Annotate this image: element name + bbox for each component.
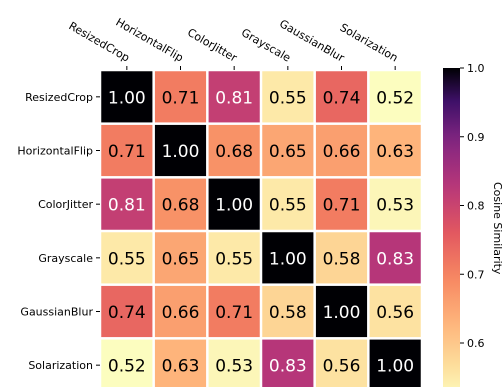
heatmap-cell-5-2 [208, 339, 260, 387]
heatmap-cell-1-0 [101, 124, 153, 177]
heatmap-cell-2-2 [208, 178, 260, 230]
row-label-1: HorizontalFlip [17, 145, 93, 158]
heatmap-cell-0-2 [208, 71, 260, 123]
cell-value-label-1-1: 1.00 [162, 142, 200, 162]
row-labels: ResizedCrop HorizontalFlip ColorJitter Gray… [17, 91, 100, 372]
heatmap-cell-0-1 [154, 71, 207, 123]
heatmap-cell-2-5 [369, 178, 421, 230]
cell-value-label-5-3: 0.83 [269, 357, 307, 377]
cell-value-label-5-5: 1.00 [376, 357, 414, 377]
row-label-3: Grayscale [38, 252, 93, 265]
heatmap-cell-4-0 [101, 285, 153, 338]
cell-value-label-4-4: 1.00 [323, 303, 361, 323]
cell-value-label-1-0: 0.71 [108, 142, 146, 162]
cell-value-label-4-5: 0.56 [376, 303, 414, 323]
heatmap-cell-3-0 [101, 232, 153, 284]
heatmap-cell-3-3 [262, 232, 314, 284]
heatmap-cell-2-3 [262, 178, 314, 230]
colorbar-label: Cosine Similarity [491, 182, 503, 275]
heatmap-cell-0-5 [369, 71, 421, 123]
col-label-5: Solarization [338, 21, 401, 65]
heatmap-cells: 1.00 0.71 0.81 0.55 0.74 0.52 0.71 1.00 0.68 0.65… [101, 71, 421, 387]
cell-value-label-2-0: 0.81 [108, 196, 146, 216]
cell-value-label-0-3: 0.55 [269, 88, 307, 108]
row-label-2: ColorJitter [38, 198, 93, 211]
heatmap-cell-4-3 [262, 285, 314, 338]
cell-value-label-5-2: 0.53 [215, 357, 253, 377]
cell-value-label-2-3: 0.55 [269, 196, 307, 216]
heatmap-cell-0-3 [262, 71, 314, 123]
heatmap-cell-5-3 [262, 339, 314, 387]
col-label-2: ColorJitter [185, 26, 239, 65]
heatmap-cell-2-1 [154, 178, 207, 230]
row-label-4: GaussianBlur [20, 306, 93, 319]
cell-value-label-0-1: 0.71 [162, 88, 200, 108]
colorbar-gradient [443, 68, 460, 387]
heatmap-cell-1-3 [262, 124, 314, 177]
colorbar-tick-label-1: 0.7 [467, 268, 485, 281]
colorbar: 0.6 0.7 0.8 0.9 1.0 Cosine Similarity [443, 62, 503, 387]
cell-value-label-3-0: 0.55 [108, 249, 146, 269]
cell-value-label-3-4: 0.58 [323, 249, 361, 269]
heatmap-cell-4-4 [315, 285, 368, 338]
heatmap-cell-0-0 [101, 71, 153, 123]
row-label-0: ResizedCrop [25, 91, 93, 104]
cell-value-label-0-0: 1.00 [108, 88, 146, 108]
row-label-5: Solarization [28, 359, 93, 372]
cell-value-label-3-2: 0.55 [215, 249, 253, 269]
heatmap-cell-4-2 [208, 285, 260, 338]
heatmap-cell-3-2 [208, 232, 260, 284]
cell-value-label-4-0: 0.74 [108, 303, 146, 323]
cell-value-label-2-5: 0.53 [376, 196, 414, 216]
heatmap-cell-3-1 [154, 232, 207, 284]
heatmap-cell-5-5 [369, 339, 421, 387]
colorbar-tick-label-3: 0.9 [467, 131, 485, 144]
heatmap-cell-4-5 [369, 285, 421, 338]
heatmap-cell-5-0 [101, 339, 153, 387]
colorbar-tick-label-2: 0.8 [467, 200, 485, 213]
cell-value-label-3-5: 0.83 [376, 249, 414, 269]
cell-value-label-4-1: 0.66 [162, 303, 200, 323]
colorbar-tick-label-0: 0.6 [467, 337, 485, 350]
cell-value-label-2-2: 1.00 [215, 196, 253, 216]
cell-value-label-4-3: 0.58 [269, 303, 307, 323]
heatmap-cell-3-4 [315, 232, 368, 284]
heatmap-cell-0-4 [315, 71, 368, 123]
heatmap-cell-1-1 [154, 124, 207, 177]
cell-value-label-3-1: 0.65 [162, 249, 200, 269]
cell-value-label-0-5: 0.52 [376, 88, 414, 108]
heatmap-cell-1-2 [208, 124, 260, 177]
heatmap-cell-1-5 [369, 124, 421, 177]
heatmap-cell-5-4 [315, 339, 368, 387]
cell-value-label-5-1: 0.63 [162, 357, 200, 377]
cell-value-label-5-4: 0.56 [323, 357, 361, 377]
cell-value-label-2-4: 0.71 [323, 196, 361, 216]
heatmap-cell-1-4 [315, 124, 368, 177]
heatmap-cell-4-1 [154, 285, 207, 338]
cell-value-label-3-3: 1.00 [269, 249, 307, 269]
cell-value-label-4-2: 0.71 [215, 303, 253, 323]
cell-value-label-2-1: 0.68 [162, 196, 200, 216]
heatmap-cell-5-1 [154, 339, 207, 387]
cell-value-label-5-0: 0.52 [108, 357, 146, 377]
cell-value-label-1-5: 0.63 [376, 142, 414, 162]
heatmap-cell-2-0 [101, 178, 153, 230]
colorbar-tick-label-4: 1.0 [467, 62, 485, 75]
cell-value-label-1-2: 0.68 [215, 142, 253, 162]
cell-value-label-1-4: 0.66 [323, 142, 361, 162]
cell-value-label-0-4: 0.74 [323, 88, 361, 108]
cell-value-label-1-3: 0.65 [269, 142, 307, 162]
heatmap-cell-3-5 [369, 232, 421, 284]
heatmap-cell-2-4 [315, 178, 368, 230]
cell-value-label-0-2: 0.81 [215, 88, 253, 108]
